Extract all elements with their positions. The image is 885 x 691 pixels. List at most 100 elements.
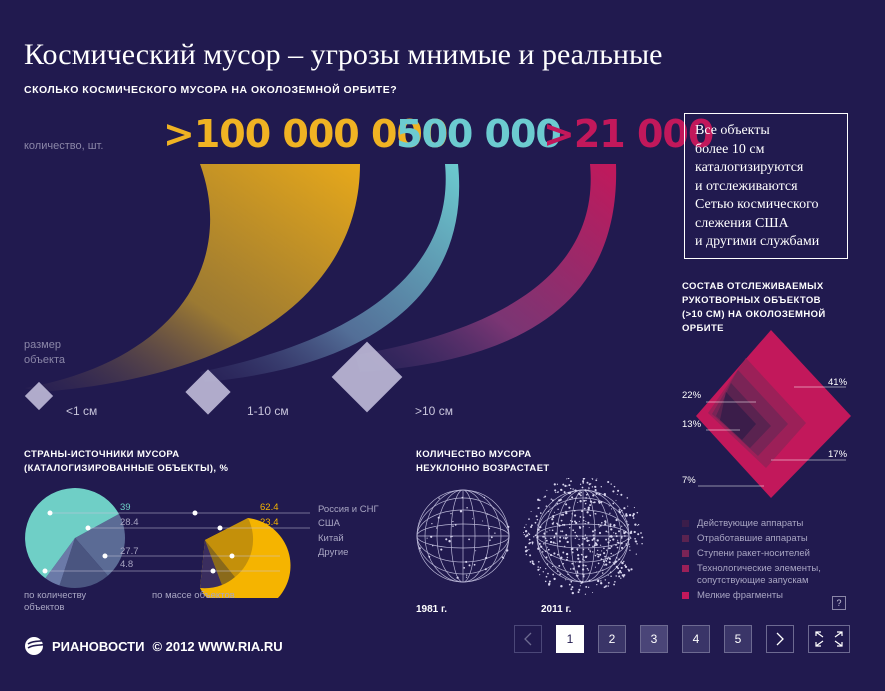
debris-dot	[584, 522, 586, 525]
legend-item: Мелкие фрагменты	[682, 590, 857, 602]
debris-dot	[617, 558, 619, 560]
debris-dot	[494, 532, 496, 534]
debris-dot	[604, 579, 607, 581]
debris-dot	[607, 531, 609, 533]
debris-dot	[506, 549, 509, 552]
fullscreen-button[interactable]	[808, 625, 850, 653]
debris-dot	[625, 514, 628, 517]
debris-dot	[601, 550, 603, 552]
debris-dot	[600, 501, 603, 504]
debris-dot	[605, 563, 608, 566]
page-button-2[interactable]: 2	[598, 625, 626, 653]
debris-dot	[586, 511, 589, 514]
page-button-5[interactable]: 5	[724, 625, 752, 653]
mass-pie-others	[200, 540, 222, 589]
debris-dot	[569, 523, 571, 526]
debris-dot	[614, 581, 616, 583]
size-marker-medium	[185, 369, 231, 415]
debris-dot	[622, 530, 625, 532]
prev-page-button[interactable]	[514, 625, 542, 653]
ria-logo-icon	[25, 637, 47, 655]
debris-dot	[591, 538, 594, 542]
country-usa: США	[318, 518, 340, 529]
debris-dot	[589, 514, 592, 517]
debris-dot	[609, 539, 611, 542]
debris-dot	[536, 540, 538, 542]
country-others: Другие	[318, 547, 349, 558]
chevron-left-icon	[524, 632, 532, 646]
debris-dot	[626, 497, 629, 499]
debris-dot	[616, 541, 619, 543]
count-pie-caption: по количеству объектов	[24, 590, 87, 613]
debris-dot	[617, 541, 620, 544]
debris-dot	[489, 539, 491, 541]
debris-dot	[451, 535, 453, 538]
debris-dot	[571, 591, 574, 595]
next-page-button[interactable]	[766, 625, 794, 653]
debris-dot	[585, 537, 588, 539]
debris-dot	[592, 494, 595, 497]
count-value-russia: 39	[120, 502, 131, 513]
debris-dot	[579, 585, 581, 587]
debris-dot	[594, 554, 597, 557]
debris-dot	[563, 523, 566, 526]
debris-dot	[565, 558, 568, 561]
debris-dot	[587, 489, 589, 491]
debris-dot	[559, 536, 562, 539]
debris-dot	[578, 538, 580, 540]
debris-dot	[585, 520, 587, 522]
section-subtitle: СКОЛЬКО КОСМИЧЕСКОГО МУСОРА НА ОКОЛОЗЕМН…	[24, 84, 398, 96]
debris-dot	[585, 585, 588, 588]
debris-dot	[529, 542, 532, 544]
debris-dot	[578, 520, 580, 522]
debris-dot	[544, 550, 547, 552]
debris-dot	[635, 540, 638, 543]
debris-dot	[537, 566, 539, 568]
debris-dot	[589, 549, 591, 551]
debris-dot	[602, 569, 604, 571]
debris-dot	[582, 516, 585, 519]
debris-dot	[630, 568, 633, 571]
debris-dot	[588, 486, 590, 488]
page-button-1[interactable]: 1	[556, 625, 584, 653]
debris-dot	[581, 568, 585, 571]
debris-dot	[445, 538, 448, 541]
debris-dot	[591, 486, 594, 488]
debris-dot	[582, 575, 585, 578]
debris-dot	[551, 522, 554, 525]
debris-dot	[592, 501, 594, 504]
debris-dot	[557, 491, 559, 493]
debris-dot	[546, 546, 548, 548]
debris-dot	[536, 518, 539, 521]
debris-dot	[618, 558, 621, 560]
debris-dot	[621, 509, 623, 512]
debris-dot	[535, 515, 538, 518]
debris-dot	[577, 553, 580, 557]
debris-dot	[585, 493, 588, 496]
composition-legend: Действующие аппараты Отработавшие аппара…	[682, 518, 857, 605]
composition-value-13: 13%	[682, 419, 702, 430]
debris-dot	[621, 535, 623, 538]
debris-dot	[544, 580, 547, 583]
page-button-3[interactable]: 3	[640, 625, 668, 653]
page-button-4[interactable]: 4	[682, 625, 710, 653]
debris-dot	[562, 551, 565, 554]
country-russia: Россия и СНГ	[318, 504, 379, 515]
stream-large	[355, 164, 617, 372]
debris-dot	[452, 520, 454, 523]
debris-dot	[565, 579, 567, 581]
help-button[interactable]: ?	[832, 596, 846, 610]
debris-dot	[618, 511, 621, 514]
debris-dot	[571, 496, 574, 499]
debris-dot	[485, 556, 488, 560]
debris-dot	[580, 582, 582, 584]
debris-dot	[531, 560, 533, 562]
debris-dot	[582, 535, 584, 538]
footer-logo[interactable]: РИАНОВОСТИ © 2012 WWW.RIA.RU	[24, 636, 283, 656]
debris-dot	[544, 537, 547, 539]
debris-dot	[587, 569, 590, 571]
debris-dot	[552, 541, 555, 544]
debris-dot	[601, 572, 604, 574]
composition-value-41: 41%	[828, 377, 848, 388]
debris-dot	[597, 555, 600, 558]
